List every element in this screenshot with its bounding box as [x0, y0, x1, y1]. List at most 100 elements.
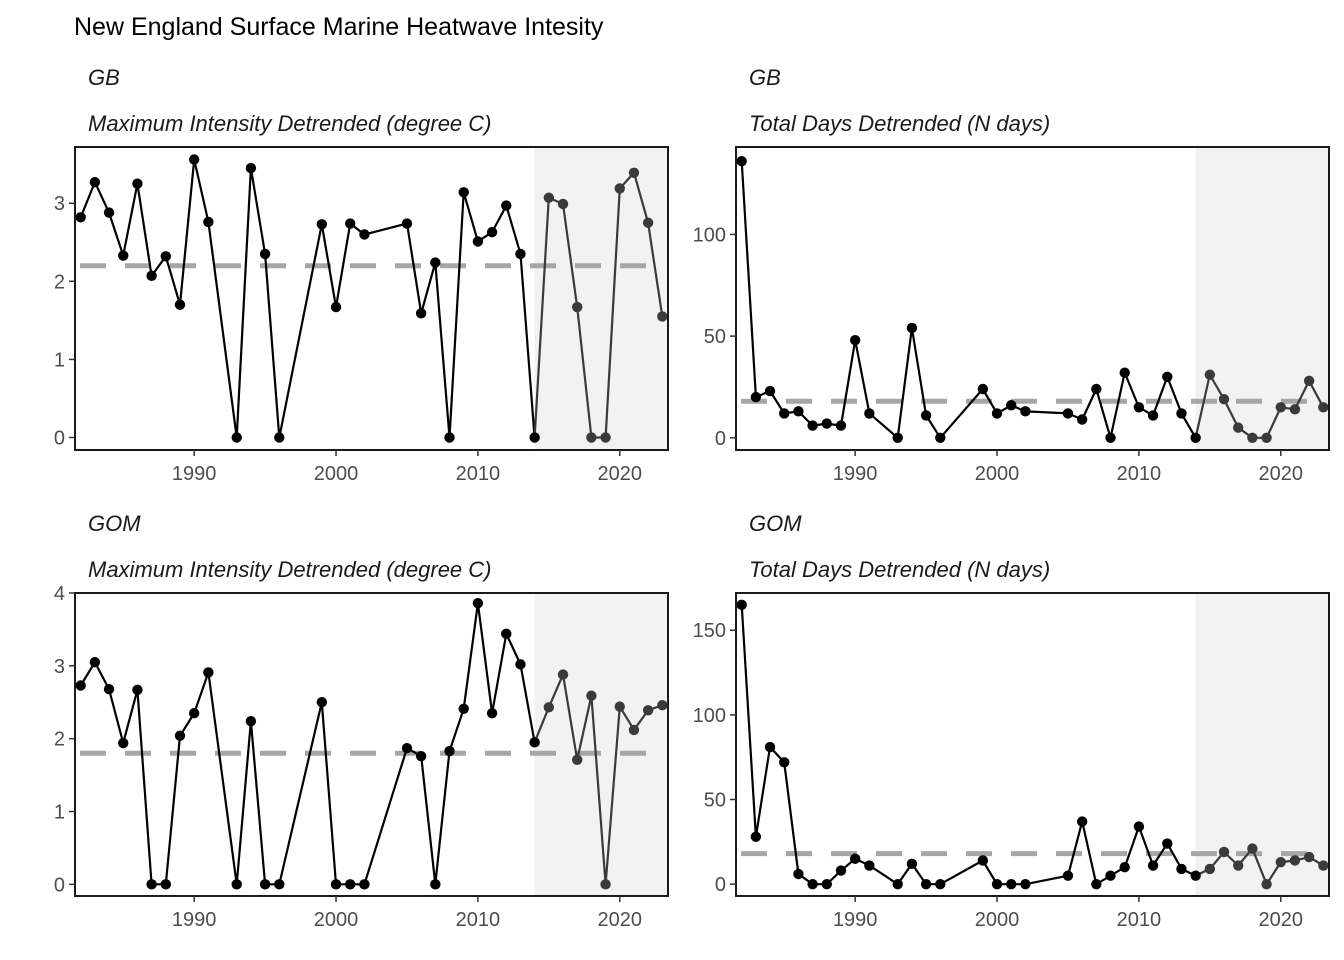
data-point	[1119, 367, 1130, 378]
data-point	[486, 707, 498, 719]
data-point	[345, 218, 356, 229]
x-tick-label: 2020	[598, 909, 643, 931]
data-point	[1162, 371, 1173, 382]
data-point	[977, 383, 989, 395]
data-point	[529, 737, 540, 748]
data-point	[1162, 838, 1173, 849]
data-point	[906, 322, 918, 334]
data-point	[174, 730, 186, 741]
data-point	[1275, 402, 1286, 413]
series-line-recent	[1194, 373, 1325, 439]
data-point	[401, 218, 413, 229]
y-tick-label: 0	[54, 428, 65, 450]
data-point	[1233, 422, 1244, 433]
data-point	[793, 868, 804, 880]
data-point	[188, 707, 200, 719]
data-point	[1006, 878, 1017, 890]
data-point	[1076, 414, 1088, 425]
data-point	[1062, 870, 1074, 881]
data-point	[600, 432, 611, 443]
data-point	[316, 219, 328, 230]
data-point	[807, 878, 818, 890]
y-tick-label: 2	[54, 271, 65, 293]
data-point	[736, 599, 747, 611]
data-point	[764, 741, 776, 753]
series-line	[79, 158, 536, 439]
data-point	[430, 879, 441, 890]
data-point	[1275, 856, 1286, 868]
panel-region-label: GB	[749, 65, 781, 90]
data-point	[359, 879, 370, 890]
data-point	[1176, 863, 1187, 875]
data-point	[146, 270, 157, 282]
panel-border	[74, 146, 669, 451]
data-point	[793, 406, 804, 417]
data-point	[486, 226, 498, 238]
data-point	[118, 737, 129, 749]
data-point	[835, 420, 847, 431]
data-point	[1218, 846, 1230, 858]
data-point	[1190, 870, 1201, 881]
data-point	[572, 754, 583, 765]
y-tick-label: 3	[54, 656, 65, 678]
data-point	[415, 308, 427, 319]
data-point	[1261, 432, 1272, 443]
data-point	[203, 216, 214, 228]
data-point	[75, 212, 86, 223]
plot-area	[75, 597, 668, 890]
x-tick-label: 1990	[172, 909, 217, 931]
data-point	[543, 702, 555, 713]
y-tick-label: 3	[54, 193, 65, 215]
data-point	[501, 628, 512, 639]
y-tick-label: 50	[704, 326, 726, 348]
data-point	[543, 192, 555, 203]
data-point	[458, 187, 469, 198]
data-point	[991, 408, 1003, 419]
data-point	[1062, 408, 1074, 419]
data-point	[472, 236, 484, 247]
recent-period-shade	[1195, 147, 1329, 450]
x-tick-label: 2010	[456, 909, 501, 931]
data-point	[160, 251, 171, 262]
data-point	[779, 757, 790, 768]
data-point	[1318, 402, 1329, 413]
y-tick-label: 1	[54, 802, 65, 824]
data-point	[316, 697, 328, 708]
data-point	[1190, 432, 1201, 443]
data-point	[849, 853, 861, 864]
data-point	[1204, 863, 1216, 875]
recent-period-shade	[534, 593, 668, 896]
y-tick-label: 4	[54, 583, 65, 605]
data-point	[132, 684, 143, 696]
y-tick-label: 100	[693, 224, 726, 246]
plot-area	[736, 599, 1329, 890]
data-point	[1303, 375, 1315, 387]
series-line	[740, 161, 1197, 439]
x-tick-label: 2020	[1259, 463, 1304, 485]
data-point	[657, 311, 668, 322]
data-point	[1218, 393, 1230, 405]
panel-region-label: GB	[88, 65, 120, 90]
data-point	[1303, 851, 1315, 863]
data-point	[274, 879, 285, 890]
data-point	[1147, 860, 1159, 871]
series-line-recent	[1195, 847, 1324, 886]
panel-metric-label: Total Days Detrended (N days)	[749, 557, 1050, 582]
data-point	[444, 745, 455, 757]
data-point	[977, 855, 989, 866]
data-point	[586, 432, 597, 443]
panel-metric-label: Total Days Detrended (N days)	[749, 111, 1050, 136]
x-tick-label: 2020	[1259, 909, 1304, 931]
data-point	[779, 408, 790, 419]
panel-region-label: GOM	[749, 511, 802, 536]
data-point	[330, 301, 342, 313]
data-point	[1176, 408, 1187, 419]
panel-gb-total-days: GB Total Days Detrended (N days) 0 50 100 1…	[693, 65, 1330, 485]
data-point	[657, 699, 668, 711]
data-point	[1147, 410, 1159, 421]
data-point	[515, 248, 526, 260]
data-point	[330, 879, 342, 890]
data-point	[750, 831, 762, 842]
data-point	[849, 334, 861, 346]
